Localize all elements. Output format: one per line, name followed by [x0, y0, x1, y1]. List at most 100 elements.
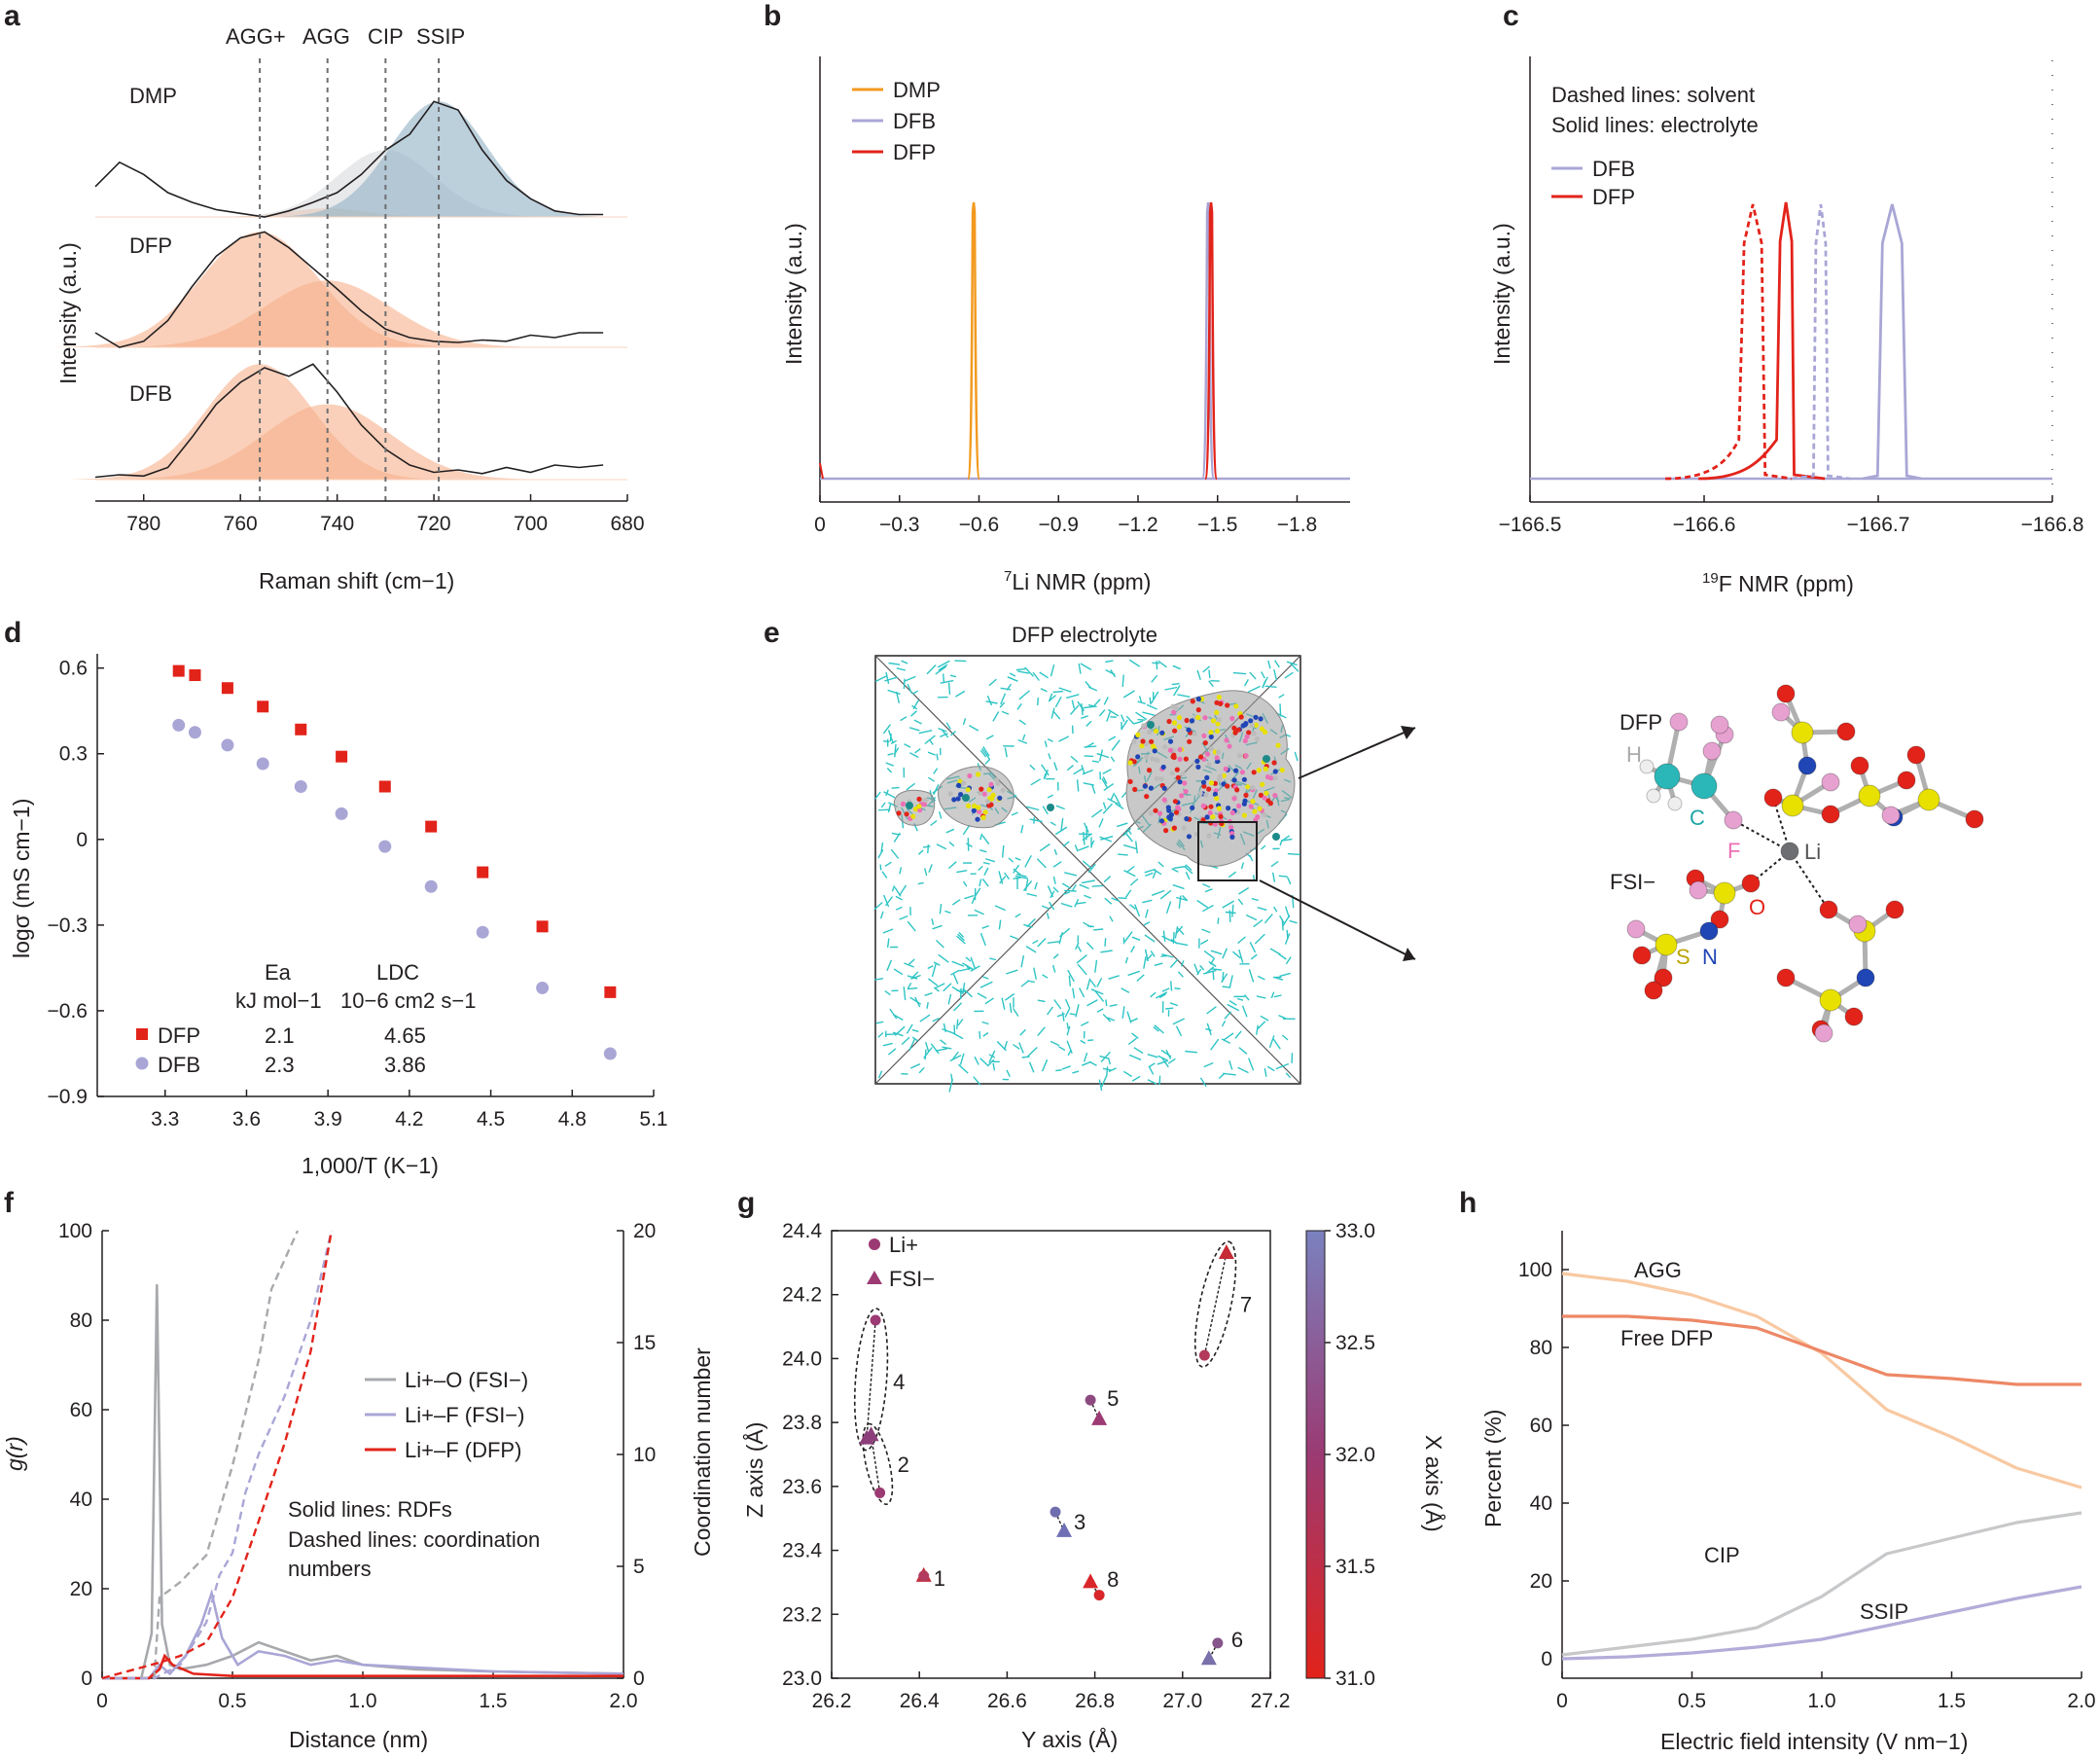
solvent-stick — [1016, 702, 1022, 710]
solvent-stick — [908, 1038, 916, 1052]
cluster-atom — [1226, 806, 1231, 811]
li-solvation-structure: DFP H C F Li FSI− O S N — [1610, 684, 1984, 1043]
solvent-stick — [1205, 1027, 1212, 1031]
solvent-stick — [1072, 1070, 1080, 1074]
peak-label-agg: AGG — [303, 24, 350, 49]
solvent-stick — [900, 716, 908, 722]
solvent-stick — [1221, 973, 1228, 984]
panel-b-peak-dfp — [1203, 201, 1219, 481]
solvent-stick — [899, 915, 908, 920]
legend-label-dmp: DMP — [893, 78, 941, 102]
cluster-atom — [1227, 743, 1232, 749]
solvent-stick — [954, 660, 967, 663]
panel-g-pair-label: 7 — [1240, 1293, 1252, 1317]
cluster-atom — [1154, 775, 1159, 781]
solvent-stick — [1278, 1014, 1286, 1020]
cluster-atom — [1208, 730, 1214, 735]
panel-d-y-tick-label: −0.3 — [48, 915, 88, 937]
atom-fs5 — [1881, 806, 1901, 825]
solvent-stick — [1107, 1057, 1111, 1065]
panel-c-note-solid: Solid lines: electrolyte — [1551, 113, 1759, 137]
cluster-atom — [1254, 736, 1260, 742]
solvent-stick — [982, 746, 990, 757]
solvent-stick — [1228, 1000, 1237, 1006]
panel-f-y-label: g(r) — [2, 1436, 27, 1471]
cluster-atom — [1241, 776, 1247, 782]
solvent-stick — [979, 833, 983, 841]
panel-b-x-tick-label: −1.8 — [1277, 514, 1317, 536]
panel-b-x-tick-label: −0.3 — [879, 514, 919, 536]
solvent-stick — [1111, 739, 1121, 751]
solvent-stick — [887, 1048, 897, 1056]
solvent-stick — [1273, 994, 1282, 998]
solvent-stick — [1086, 978, 1091, 990]
solvent-stick — [926, 664, 937, 675]
panel-b-x-label: 7Li NMR (ppm) — [1004, 568, 1151, 594]
cluster-atom — [1216, 806, 1222, 811]
cluster-atom — [1208, 780, 1215, 786]
panel-g-pair-link — [1203, 1252, 1228, 1356]
solvent-stick — [1249, 941, 1257, 953]
solvent-stick — [1150, 951, 1156, 957]
panel-g-frame — [831, 1230, 1271, 1679]
solvent-stick — [911, 690, 919, 695]
atom-o13 — [1906, 745, 1926, 765]
solvent-stick — [1135, 841, 1138, 854]
solvent-stick — [903, 678, 906, 690]
solvent-stick — [1121, 987, 1130, 993]
panel-g-y-tick-label: 23.4 — [782, 1540, 822, 1562]
cluster-atom — [1176, 724, 1182, 730]
cluster-atom — [904, 811, 909, 817]
solvent-stick — [928, 776, 936, 782]
cluster-atom — [1149, 738, 1155, 744]
solvent-stick — [950, 731, 956, 736]
atom-label-dfp: DFP — [1619, 710, 1662, 735]
cluster-atom — [1183, 789, 1189, 795]
solvent-stick — [970, 956, 977, 969]
solvent-stick — [1222, 948, 1228, 959]
solvent-stick — [1208, 680, 1214, 688]
solvent-stick — [1017, 738, 1028, 744]
solvent-stick — [885, 671, 890, 685]
cluster-atom — [1177, 779, 1183, 785]
solvent-stick — [1013, 1008, 1019, 1017]
panel-label-e: e — [764, 617, 780, 649]
solvent-stick — [901, 1036, 910, 1046]
solvent-stick — [885, 762, 894, 767]
solvent-stick — [1284, 933, 1291, 945]
cluster-atom — [1202, 715, 1208, 721]
cluster-atom — [1194, 758, 1200, 765]
cluster-atom — [1184, 816, 1190, 822]
solvent-stick — [979, 1058, 989, 1067]
solvent-stick — [1077, 700, 1086, 712]
solvent-stick — [1206, 1006, 1217, 1015]
solvent-stick — [1093, 928, 1104, 931]
solvent-stick — [1151, 691, 1159, 704]
solvent-stick — [1151, 889, 1165, 896]
panel-g-colorbar-label: X axis (Å) — [1421, 1435, 1447, 1532]
solvent-stick — [1157, 1059, 1168, 1065]
solvent-stick — [1103, 876, 1112, 883]
solvent-stick — [1162, 930, 1166, 942]
solvent-stick — [930, 820, 938, 827]
solvent-stick — [1151, 674, 1158, 683]
solvent-stick — [981, 747, 991, 761]
solvent-stick — [1020, 980, 1030, 987]
panel-h-x-label: Electric field intensity (V nm−1) — [1660, 1729, 1968, 1754]
solvent-stick — [1243, 679, 1250, 687]
solvent-stick — [1029, 764, 1036, 771]
cluster-atom — [1236, 803, 1242, 809]
solvent-stick — [938, 953, 949, 963]
solvent-stick — [1080, 1021, 1089, 1026]
solvent-stick — [906, 782, 916, 791]
solvent-stick — [985, 700, 998, 704]
solvent-stick — [1042, 806, 1049, 815]
solvent-stick — [911, 971, 919, 978]
cluster-atom — [1148, 810, 1154, 816]
cluster-atom — [1151, 743, 1157, 749]
cluster-atom — [1201, 783, 1207, 789]
cluster-atom — [972, 803, 978, 809]
solvent-stick — [1145, 872, 1154, 878]
cluster-atom — [1279, 767, 1285, 773]
solvent-stick — [878, 808, 891, 811]
